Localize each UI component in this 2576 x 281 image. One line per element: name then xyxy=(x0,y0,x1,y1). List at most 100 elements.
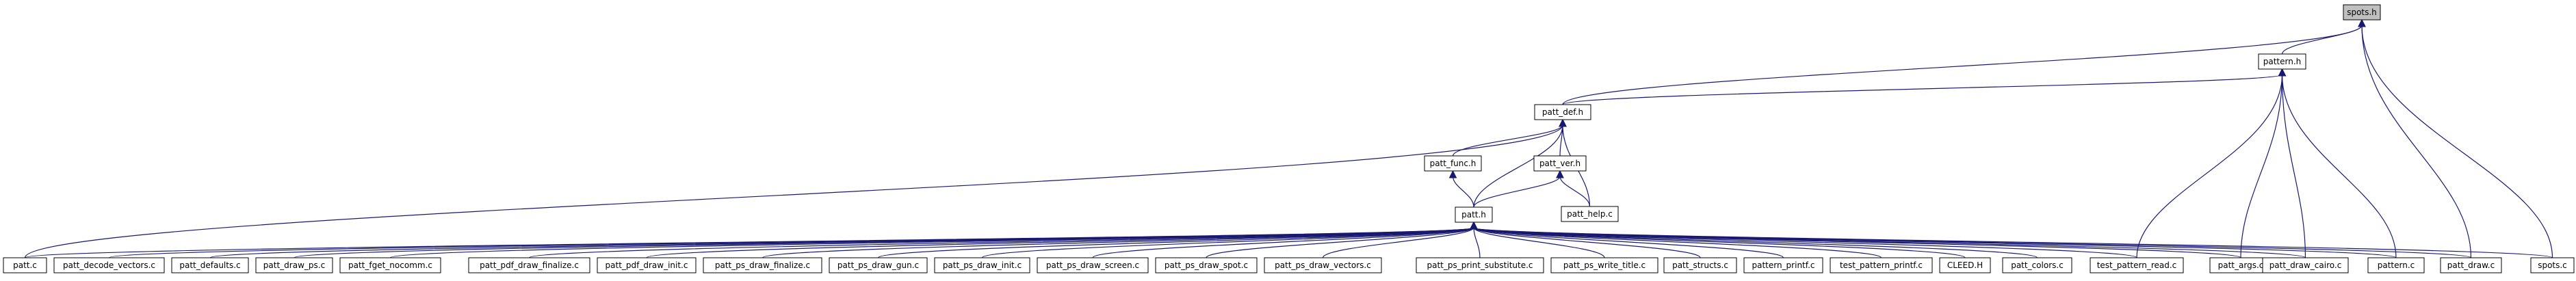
node-spots-c[interactable]: spots.c xyxy=(2530,257,2575,273)
node-patt-pdf-draw-init-c[interactable]: patt_pdf_draw_init.c xyxy=(597,257,697,273)
edge-patt-ps-draw-screen-c-to-patt-h xyxy=(1092,227,1474,258)
node-label: patt_ver.h xyxy=(1539,159,1580,168)
node-label: patt_draw_cairo.c xyxy=(2269,260,2342,270)
edge-patt-h-to-patt-def-h xyxy=(1473,124,1563,208)
node-box xyxy=(1416,257,1544,273)
node-cleed-h[interactable]: CLEED.H xyxy=(1939,257,1991,273)
node-patt-ps-draw-spot-c[interactable]: patt_ps_draw_spot.c xyxy=(1155,257,1258,273)
node-patt-c[interactable]: patt.c xyxy=(3,257,47,273)
node-box xyxy=(1939,257,1991,273)
node-box xyxy=(468,257,590,273)
node-box xyxy=(1830,257,1933,273)
node-label: patt_decode_vectors.c xyxy=(63,260,155,270)
node-patt-ps-write-title-c[interactable]: patt_ps_write_title.c xyxy=(1550,257,1658,273)
node-box xyxy=(1743,257,1823,273)
node-label: patt_ps_draw_vectors.c xyxy=(1275,260,1371,270)
edge-test-pattern-printf-c-to-patt-h xyxy=(1473,227,1882,258)
node-box xyxy=(3,257,47,273)
edge-patt-ps-draw-init-c-to-patt-h xyxy=(981,227,1474,258)
node-patt-ps-draw-finalize-c[interactable]: patt_ps_draw_finalize.c xyxy=(703,257,822,273)
node-pattern-c[interactable]: pattern.c xyxy=(2367,257,2425,273)
edge-patt-ps-draw-spot-c-to-patt-h xyxy=(1206,227,1474,258)
node-box xyxy=(1561,206,1619,222)
node-box xyxy=(171,257,249,273)
node-label: patt_func.h xyxy=(1430,159,1476,168)
node-patt-ps-draw-vectors-c[interactable]: patt_ps_draw_vectors.c xyxy=(1264,257,1382,273)
node-patt-decode-vectors-c[interactable]: patt_decode_vectors.c xyxy=(53,257,165,273)
edge-pattern-h-to-spots-h xyxy=(2281,25,2363,55)
node-label: patt_ps_draw_spot.c xyxy=(1165,260,1248,270)
node-box xyxy=(2530,257,2575,273)
node-patt-draw-c[interactable]: patt_draw.c xyxy=(2440,257,2502,273)
node-pattern-printf-c[interactable]: pattern_printf.c xyxy=(1743,257,1823,273)
node-box xyxy=(1424,155,1482,172)
node-label: test_pattern_printf.c xyxy=(1840,260,1923,270)
node-label: pattern.h xyxy=(2263,57,2302,66)
node-patt-defaults-c[interactable]: patt_defaults.c xyxy=(171,257,249,273)
edge-patt-ps-draw-gun-c-to-patt-h xyxy=(877,227,1474,258)
node-box xyxy=(2090,257,2184,273)
edge-patt-draw-cairo-c-to-pattern-h xyxy=(2281,74,2306,258)
node-label: patt_def.h xyxy=(1542,107,1583,117)
edge-patt-def-h-to-pattern-h xyxy=(1562,74,2283,105)
edge-patt-fget-nocomm-c-to-patt-h xyxy=(389,227,1474,258)
node-label: patt_ps_draw_finalize.c xyxy=(715,260,810,270)
node-label: patt_pdf_draw_finalize.c xyxy=(480,260,579,270)
arrowhead-patt-h-to-patt-func-h xyxy=(1448,170,1457,178)
node-label: spots.h xyxy=(2347,8,2377,17)
node-patt-draw-cairo-c[interactable]: patt_draw_cairo.c xyxy=(2262,257,2349,273)
node-patt-ps-draw-init-c[interactable]: patt_ps_draw_init.c xyxy=(934,257,1030,273)
node-patt-ps-draw-gun-c[interactable]: patt_ps_draw_gun.c xyxy=(829,257,928,273)
node-box xyxy=(597,257,697,273)
node-test-pattern-read-c[interactable]: test_pattern_read.c xyxy=(2090,257,2184,273)
node-box xyxy=(934,257,1030,273)
node-box xyxy=(1533,155,1587,172)
node-patt-args-c[interactable]: patt_args.c xyxy=(2209,257,2272,273)
edge-patt-h-to-patt-func-h xyxy=(1452,176,1474,208)
node-patt-structs-c[interactable]: patt_structs.c xyxy=(1663,257,1737,273)
edge-spots-c-to-patt-h xyxy=(1473,227,2553,258)
node-patt-fget-nocomm-c[interactable]: patt_fget_nocomm.c xyxy=(339,257,441,273)
node-box xyxy=(2262,257,2349,273)
edge-patt-args-c-to-patt-h xyxy=(1473,227,2241,258)
node-patt-h[interactable]: patt.h xyxy=(1455,206,1493,223)
node-label: test_pattern_read.c xyxy=(2097,260,2177,270)
edge-patt-structs-c-to-patt-h xyxy=(1473,227,1701,258)
node-box xyxy=(1037,257,1149,273)
node-label: patt_ps_print_substitute.c xyxy=(1427,260,1533,270)
node-pattern-h[interactable]: pattern.h xyxy=(2258,53,2306,70)
node-label: patt_defaults.c xyxy=(179,260,240,270)
edges-layer xyxy=(24,18,2553,258)
node-label: patt_ps_draw_gun.c xyxy=(837,260,919,270)
edge-patt-draw-c-to-spots-h xyxy=(2361,25,2472,258)
edge-patt-ps-draw-vectors-c-to-patt-h xyxy=(1322,227,1474,258)
node-box xyxy=(339,257,441,273)
node-label: patt_fget_nocomm.c xyxy=(348,260,432,270)
node-box xyxy=(53,257,165,273)
node-box xyxy=(2258,53,2306,70)
edge-patt-ps-draw-finalize-c-to-patt-h xyxy=(762,227,1474,258)
node-patt-func-h[interactable]: patt_func.h xyxy=(1424,155,1482,172)
node-patt-def-h[interactable]: patt_def.h xyxy=(1534,104,1591,120)
node-patt-ps-print-substitute-c[interactable]: patt_ps_print_substitute.c xyxy=(1416,257,1544,273)
node-patt-pdf-draw-finalize-c[interactable]: patt_pdf_draw_finalize.c xyxy=(468,257,590,273)
node-label: patt_draw.c xyxy=(2447,260,2495,270)
node-label: patt_colors.c xyxy=(2011,260,2064,270)
node-patt-help-c[interactable]: patt_help.c xyxy=(1561,206,1619,222)
node-box xyxy=(2002,257,2072,273)
node-patt-draw-ps-c[interactable]: patt_draw_ps.c xyxy=(255,257,333,273)
node-patt-ps-draw-screen-c[interactable]: patt_ps_draw_screen.c xyxy=(1037,257,1149,273)
edge-patt-c-to-patt-def-h xyxy=(24,124,1563,258)
node-label: CLEED.H xyxy=(1947,260,1983,270)
node-box xyxy=(1534,104,1591,120)
arrowhead-spots-c-to-patt-h xyxy=(1470,221,1478,230)
edge-patt-def-h-to-spots-h xyxy=(1562,25,2363,105)
node-label: pattern_printf.c xyxy=(1752,260,1814,270)
node-box xyxy=(255,257,333,273)
edge-pattern-printf-c-to-patt-h xyxy=(1473,227,1784,258)
node-patt-colors-c[interactable]: patt_colors.c xyxy=(2002,257,2072,273)
node-box xyxy=(1455,206,1493,223)
node-patt-ver-h[interactable]: patt_ver.h xyxy=(1533,155,1587,172)
node-test-pattern-printf-c[interactable]: test_pattern_printf.c xyxy=(1830,257,1933,273)
